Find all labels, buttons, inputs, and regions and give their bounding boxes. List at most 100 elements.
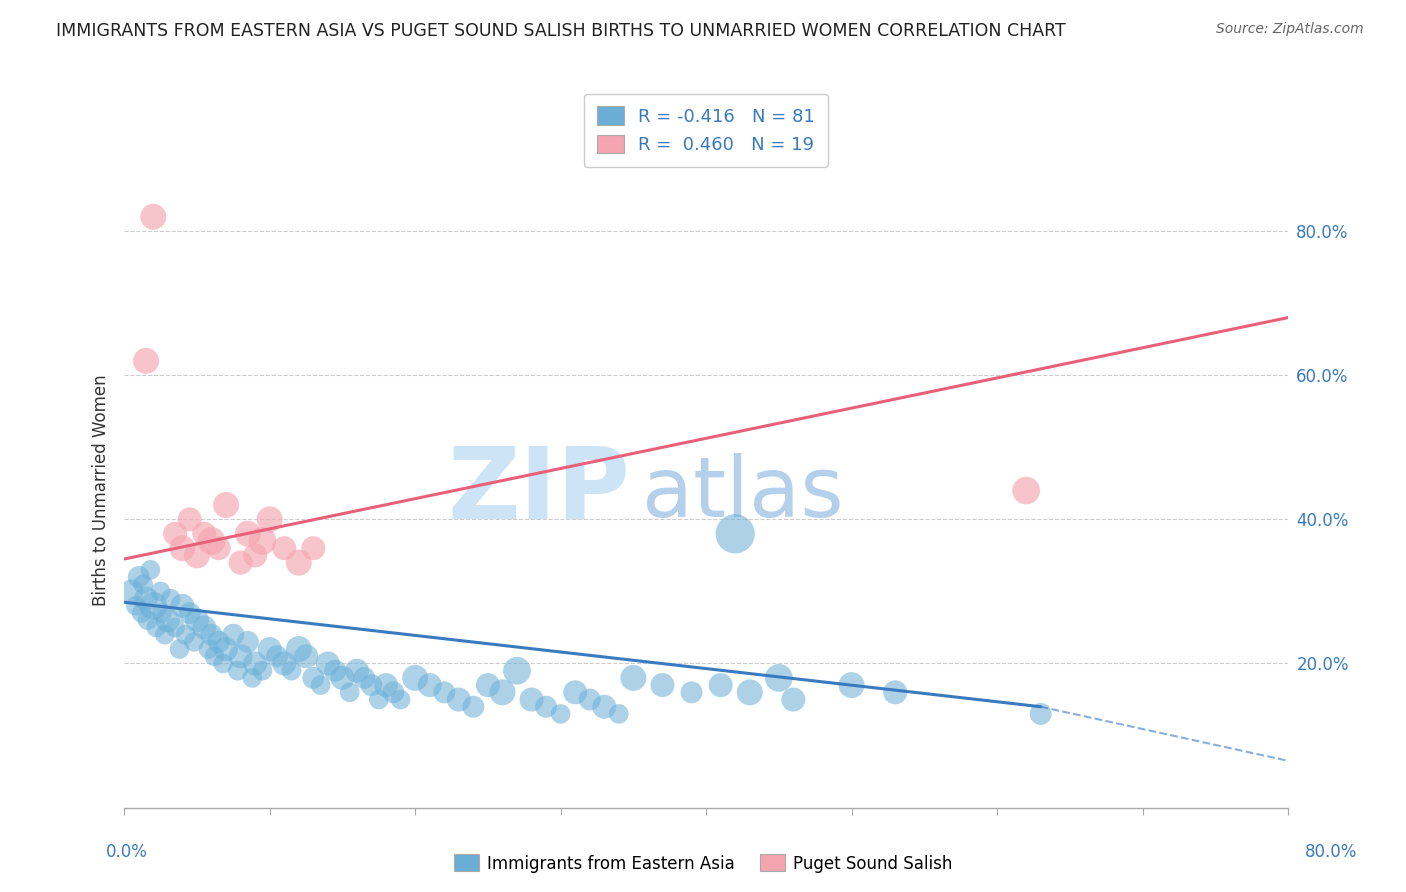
Text: 0.0%: 0.0% — [105, 843, 148, 861]
Point — [346, 664, 368, 678]
Y-axis label: Births to Unmarried Women: Births to Unmarried Women — [93, 375, 110, 607]
Point — [215, 498, 238, 512]
Point — [382, 685, 405, 699]
Point — [142, 599, 165, 613]
Point — [183, 635, 205, 649]
Point — [621, 671, 644, 685]
Point — [193, 526, 215, 541]
Point — [165, 526, 187, 541]
Text: ZIP: ZIP — [447, 442, 630, 539]
Point — [200, 533, 222, 548]
Point — [323, 664, 346, 678]
Point — [172, 599, 194, 613]
Point — [1015, 483, 1038, 498]
Point — [710, 678, 733, 692]
Point — [738, 685, 761, 699]
Text: IMMIGRANTS FROM EASTERN ASIA VS PUGET SOUND SALISH BIRTHS TO UNMARRIED WOMEN COR: IMMIGRANTS FROM EASTERN ASIA VS PUGET SO… — [56, 22, 1066, 40]
Point — [593, 699, 616, 714]
Point — [288, 556, 311, 570]
Point — [159, 591, 181, 606]
Point — [149, 584, 172, 599]
Point — [179, 606, 201, 620]
Point — [229, 556, 252, 570]
Legend: R = -0.416   N = 81, R =  0.460   N = 19: R = -0.416 N = 81, R = 0.460 N = 19 — [585, 94, 828, 167]
Point — [150, 606, 173, 620]
Point — [534, 699, 557, 714]
Point — [332, 671, 354, 685]
Point — [564, 685, 586, 699]
Point — [419, 678, 441, 692]
Point — [135, 591, 157, 606]
Text: atlas: atlas — [643, 453, 844, 534]
Point — [226, 664, 249, 678]
Text: 80.0%: 80.0% — [1305, 843, 1357, 861]
Point — [208, 541, 231, 556]
Point — [607, 706, 630, 721]
Point — [156, 613, 179, 627]
Point — [367, 692, 389, 706]
Point — [236, 526, 259, 541]
Point — [295, 649, 318, 664]
Point — [724, 526, 747, 541]
Point — [360, 678, 382, 692]
Point — [252, 664, 274, 678]
Point — [243, 549, 266, 563]
Point — [782, 692, 804, 706]
Point — [252, 533, 274, 548]
Point — [153, 628, 176, 642]
Point — [165, 620, 187, 634]
Point — [884, 685, 907, 699]
Point — [222, 628, 245, 642]
Point — [491, 685, 513, 699]
Point — [506, 664, 529, 678]
Point — [243, 657, 266, 671]
Point — [316, 657, 339, 671]
Point — [280, 664, 302, 678]
Point — [651, 678, 673, 692]
Point — [259, 642, 281, 657]
Point — [145, 620, 167, 634]
Point — [240, 671, 263, 685]
Point — [128, 570, 150, 584]
Point — [169, 642, 191, 657]
Point — [186, 613, 208, 627]
Point — [212, 657, 235, 671]
Point — [229, 649, 252, 664]
Point — [768, 671, 790, 685]
Point — [433, 685, 456, 699]
Point — [200, 628, 222, 642]
Point — [139, 563, 162, 577]
Point — [273, 657, 295, 671]
Point — [302, 541, 325, 556]
Point — [578, 692, 600, 706]
Point — [186, 549, 208, 563]
Point — [193, 620, 215, 634]
Point — [463, 699, 485, 714]
Text: Source: ZipAtlas.com: Source: ZipAtlas.com — [1216, 22, 1364, 37]
Point — [174, 628, 197, 642]
Point — [215, 642, 238, 657]
Point — [389, 692, 412, 706]
Point — [131, 606, 153, 620]
Point — [259, 512, 281, 526]
Point — [288, 642, 311, 657]
Point — [266, 649, 288, 664]
Point — [172, 541, 194, 556]
Point — [273, 541, 295, 556]
Point — [132, 577, 155, 591]
Point — [1029, 706, 1052, 721]
Point — [179, 512, 201, 526]
Point — [404, 671, 426, 685]
Point — [208, 635, 231, 649]
Point — [550, 706, 572, 721]
Legend: Immigrants from Eastern Asia, Puget Sound Salish: Immigrants from Eastern Asia, Puget Soun… — [447, 847, 959, 880]
Point — [841, 678, 863, 692]
Point — [339, 685, 361, 699]
Point — [142, 210, 165, 224]
Point — [202, 649, 225, 664]
Point — [447, 692, 470, 706]
Point — [375, 678, 398, 692]
Point — [353, 671, 375, 685]
Point — [197, 642, 219, 657]
Point — [125, 599, 148, 613]
